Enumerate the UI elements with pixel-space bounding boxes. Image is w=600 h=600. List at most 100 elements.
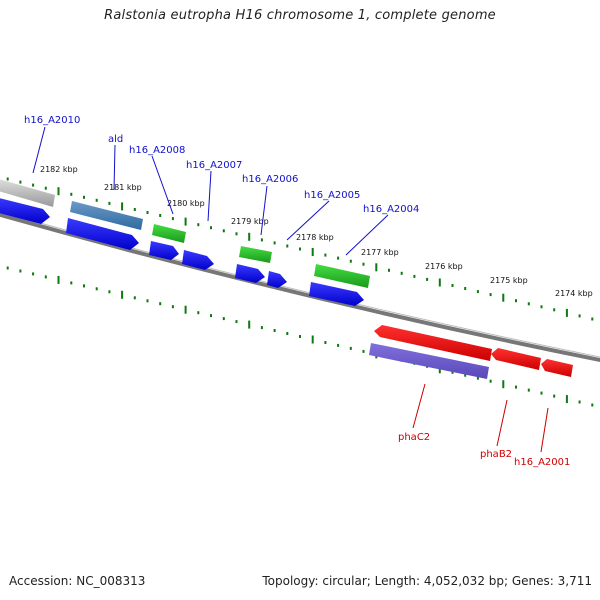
minor-tick (108, 290, 111, 294)
forward-gene-labels: h16_A2010 ald h16_A2008 h16_A2007 h16_A2… (24, 115, 419, 256)
cds-arrow[interactable] (149, 241, 179, 260)
gene-ald[interactable] (70, 201, 143, 230)
minor-tick (515, 385, 517, 389)
gene-h16-A2006[interactable] (239, 246, 272, 263)
minor-tick (299, 247, 301, 251)
minor-tick (362, 262, 365, 266)
major-tick (57, 275, 60, 284)
minor-tick (540, 391, 543, 395)
minor-tick (362, 349, 365, 353)
kbp-label: 2177 kbp (361, 248, 399, 257)
minor-tick (44, 275, 47, 279)
minor-tick (44, 186, 47, 190)
kbp-label: 2182 kbp (40, 165, 78, 174)
label-h16-A2007: h16_A2007 (186, 160, 242, 171)
cds-arrow[interactable] (0, 197, 50, 224)
label-phaB2: phaB2 (480, 449, 512, 460)
cds-arrow[interactable] (182, 250, 214, 270)
minor-tick (260, 238, 263, 242)
major-tick (311, 248, 314, 256)
leader-line (345, 214, 389, 256)
minor-tick (32, 272, 35, 276)
minor-tick (159, 214, 162, 217)
minor-tick (273, 241, 276, 245)
major-tick (248, 232, 251, 241)
reverse-features[interactable] (369, 325, 573, 379)
minor-tick (6, 266, 9, 270)
blast-hit[interactable] (369, 343, 489, 379)
leader-line (286, 200, 330, 241)
genome-summary: Topology: circular; Length: 4,052,032 bp… (262, 574, 592, 588)
gene-h16-A2004[interactable] (314, 264, 370, 288)
minor-tick (210, 226, 212, 230)
kbp-label: 2179 kbp (231, 217, 269, 226)
minor-tick (159, 302, 162, 306)
gene-phaB2[interactable] (491, 348, 541, 370)
cds-arrow[interactable] (309, 282, 364, 306)
major-tick (502, 380, 505, 389)
minor-tick (337, 256, 340, 260)
minor-tick (32, 183, 35, 187)
minor-tick (146, 211, 149, 214)
kbp-label: 2176 kbp (425, 262, 463, 271)
major-tick (502, 293, 505, 302)
label-h16-A2004: h16_A2004 (363, 204, 419, 215)
kbp-label: 2180 kbp (167, 199, 205, 208)
cds-arrow[interactable] (66, 218, 139, 250)
cds-arrow[interactable] (235, 264, 265, 283)
leader-line (496, 399, 508, 447)
minor-tick (349, 346, 352, 350)
major-tick (438, 278, 441, 287)
minor-tick (553, 308, 556, 312)
minor-tick (324, 253, 327, 257)
backbone (0, 212, 600, 363)
label-h16-A2008: h16_A2008 (129, 145, 185, 156)
minor-tick (476, 376, 479, 380)
minor-tick (464, 287, 467, 290)
minor-tick (235, 320, 238, 324)
leader-line (412, 383, 426, 429)
major-tick (184, 305, 187, 314)
major-tick (375, 263, 378, 272)
minor-tick (388, 268, 390, 272)
forward-features[interactable] (0, 178, 370, 306)
minor-tick (578, 400, 581, 404)
accession-text: Accession: NC_008313 (9, 574, 146, 588)
minor-tick (273, 329, 276, 332)
minor-tick (133, 208, 136, 211)
reverse-gene-labels: phaC2 phaB2 h16_A2001 (398, 383, 570, 468)
minor-tick (197, 223, 200, 227)
minor-tick (578, 314, 581, 318)
major-tick (248, 320, 251, 329)
tick-tracks (6, 177, 594, 407)
minor-tick (222, 317, 225, 321)
label-ald: ald (108, 134, 123, 145)
gene-h16-A2001[interactable] (541, 359, 573, 377)
gene-phaC2[interactable] (374, 325, 492, 361)
label-h16-A2001: h16_A2001 (514, 457, 570, 468)
cds-arrow[interactable] (267, 271, 287, 288)
major-tick (565, 308, 568, 317)
minor-tick (222, 229, 225, 233)
minor-tick (70, 281, 73, 285)
minor-tick (476, 290, 479, 294)
leader-line (151, 155, 174, 215)
kbp-label: 2174 kbp (555, 289, 593, 298)
leader-line (260, 185, 268, 236)
minor-tick (83, 284, 85, 288)
minor-tick (19, 269, 22, 273)
label-h16-A2010: h16_A2010 (24, 115, 80, 126)
minor-tick (527, 302, 530, 306)
minor-tick (349, 259, 352, 263)
gene-h16-A2008[interactable] (152, 224, 186, 243)
gene-h16-A2010[interactable] (0, 178, 55, 207)
minor-tick (413, 274, 416, 278)
major-tick (565, 395, 568, 404)
label-h16-A2006: h16_A2006 (242, 174, 298, 185)
label-phaC2: phaC2 (398, 432, 430, 443)
map-title: Ralstonia eutropha H16 chromosome 1, com… (104, 8, 496, 23)
minor-tick (197, 311, 200, 315)
leader-line (32, 126, 46, 174)
minor-tick (451, 284, 454, 287)
